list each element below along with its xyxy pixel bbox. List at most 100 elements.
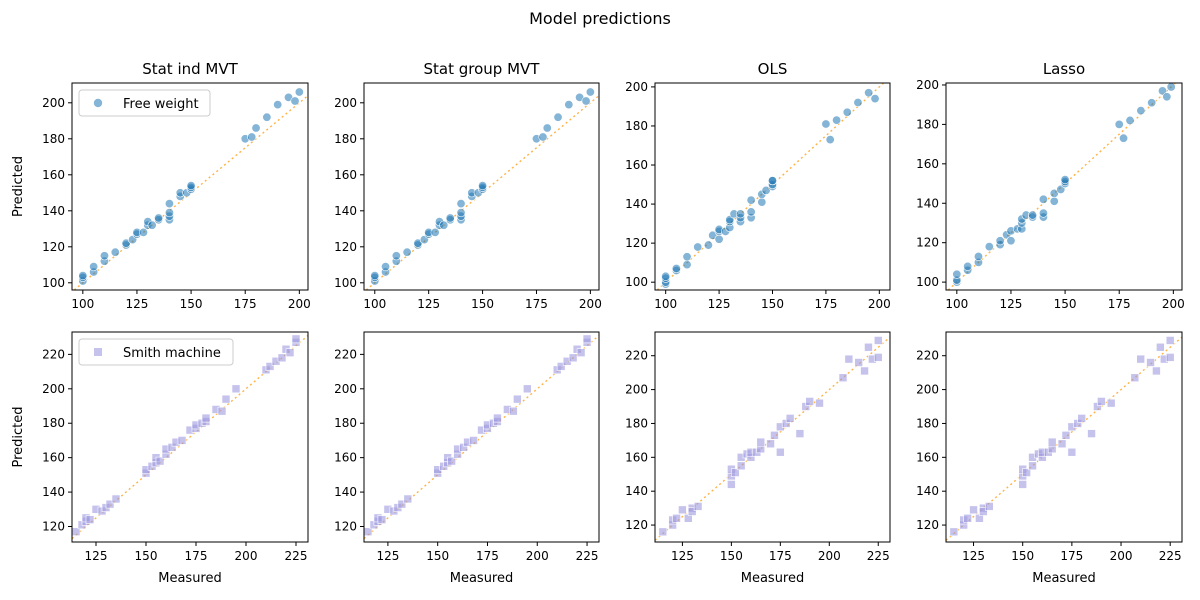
data-point [714, 234, 724, 244]
data-point [979, 507, 988, 516]
legend: Free weight [78, 89, 211, 117]
data-point [730, 468, 740, 477]
data-point [154, 213, 164, 223]
subplot-7: 125 150 175 200 225 120 140 160 180 200 220 Measure… [625, 331, 891, 586]
data-point [873, 353, 883, 362]
data-point [766, 439, 775, 449]
legend-marker [94, 348, 102, 356]
y-tick-label: 160 [916, 157, 939, 171]
data-point [513, 394, 522, 404]
y-tick-label: 140 [916, 484, 939, 498]
y-tick-label: 180 [916, 117, 939, 131]
x-tick-label: 150 [471, 297, 494, 311]
y-tick-label: 140 [42, 204, 65, 218]
data-point [963, 513, 972, 523]
data-point [984, 502, 994, 511]
y-tick-label: 160 [42, 451, 65, 465]
data-point [397, 499, 407, 509]
data-point [1152, 366, 1161, 376]
x-axis-label: Measured [1032, 571, 1096, 586]
data-point [1165, 336, 1175, 345]
data-point [147, 220, 157, 230]
y-tick-label: 160 [916, 450, 939, 464]
data-point [735, 209, 745, 219]
data-point [221, 394, 231, 404]
data-point [736, 461, 746, 471]
data-point [164, 208, 174, 218]
data-point [693, 502, 703, 511]
data-point [853, 98, 863, 108]
x-tick-label: 200 [235, 549, 258, 563]
subplot-6: 125 150 175 200 225 120 140 160 180 200 220 Measure… [334, 331, 600, 586]
y-tick-label: 180 [625, 119, 648, 133]
data-point [78, 271, 88, 281]
data-point [523, 384, 532, 394]
data-point [265, 362, 275, 371]
y-tick-label: 120 [42, 240, 65, 254]
data-point [251, 123, 261, 133]
y-tick-label: 140 [625, 197, 648, 211]
data-point [1028, 210, 1038, 220]
data-point [391, 251, 401, 261]
y-tick-label: 120 [625, 518, 648, 532]
data-point [290, 96, 300, 106]
data-point [949, 527, 959, 537]
data-point [85, 515, 95, 524]
y-tick-label: 200 [42, 382, 65, 396]
x-tick-label: 125 [1000, 297, 1023, 311]
legend-box [78, 338, 234, 366]
data-point [273, 100, 283, 110]
y-tick-label: 220 [916, 349, 939, 363]
data-point [177, 436, 187, 445]
y-tick-label: 180 [334, 132, 357, 146]
data-point [873, 336, 883, 345]
y-tick-label: 100 [625, 275, 648, 289]
x-tick-label: 150 [180, 297, 203, 311]
y-tick-label: 200 [916, 383, 939, 397]
data-point [963, 261, 973, 271]
data-point [217, 406, 227, 416]
data-point [456, 208, 466, 218]
legend-marker [93, 98, 103, 108]
x-tick-label: 200 [818, 549, 841, 563]
x-tick-label: 225 [285, 549, 308, 563]
x-axis-label: Measured [158, 571, 222, 586]
data-point [1049, 196, 1059, 206]
x-tick-label: 175 [1108, 297, 1131, 311]
subplot-title: Lasso [1043, 60, 1085, 78]
data-point [860, 366, 869, 376]
x-tick-label: 125 [376, 549, 399, 563]
data-point [186, 181, 196, 191]
y-tick-label: 180 [916, 416, 939, 430]
data-point [1087, 429, 1096, 438]
y-tick-label: 100 [42, 276, 65, 290]
data-point [815, 398, 824, 408]
data-point [1028, 461, 1037, 471]
axes-frame [945, 82, 1183, 291]
x-tick-label: 175 [769, 549, 792, 563]
data-point [430, 227, 440, 237]
data-point [164, 199, 174, 209]
data-point [556, 362, 566, 371]
data-point [1038, 194, 1048, 204]
data-point [89, 262, 99, 272]
data-point [821, 119, 831, 129]
data-point [582, 334, 592, 344]
data-point [576, 348, 586, 357]
data-point [553, 112, 563, 122]
data-point [291, 334, 301, 344]
data-point [1136, 106, 1146, 116]
legend-label: Free weight [123, 97, 199, 112]
data-point [1106, 398, 1116, 408]
y-tick-label: 160 [334, 168, 357, 182]
x-tick-label: 175 [234, 297, 257, 311]
data-point [671, 264, 681, 274]
data-point [757, 197, 767, 207]
reference-line [947, 83, 1176, 290]
y-tick-label: 120 [334, 520, 357, 534]
data-point [973, 251, 983, 261]
data-point [1018, 480, 1028, 489]
subplot-title: OLS [758, 60, 788, 78]
data-point [447, 456, 456, 466]
x-tick-label: 125 [671, 549, 694, 563]
